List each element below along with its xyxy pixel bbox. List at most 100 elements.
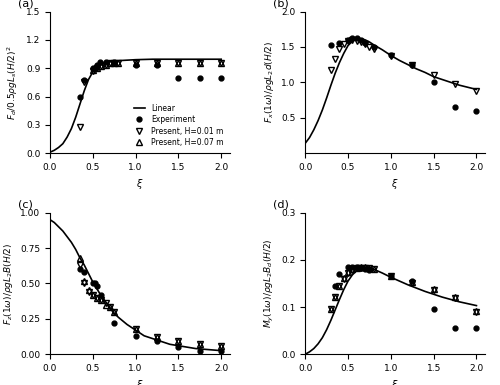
Experiment (474, 326, 480, 331)
Y-axis label: $F_z(1\omega)/\rho gL_2B(H/2)$: $F_z(1\omega)/\rho gL_2B(H/2)$ (2, 242, 15, 325)
Linear (176, 343, 182, 348)
Present, H=0.01 m (98, 298, 104, 303)
Experiment (197, 75, 203, 80)
Linear (52, 220, 58, 225)
Experiment (77, 267, 83, 271)
Experiment (336, 272, 342, 276)
Present, H=0.01 m (94, 66, 100, 70)
Linear (341, 287, 347, 292)
Linear (124, 58, 130, 62)
Present, H=0.01 m (474, 89, 480, 93)
Linear (98, 62, 104, 67)
Experiment (409, 279, 415, 283)
Linear (366, 40, 372, 44)
Linear (370, 267, 376, 271)
Present, H=0.07 m (86, 288, 91, 293)
Experiment (350, 35, 356, 40)
Present, H=0.07 m (452, 294, 458, 299)
Present, H=0.01 m (197, 61, 203, 66)
Present, H=0.07 m (81, 278, 87, 283)
Linear (72, 247, 78, 252)
Experiment (111, 59, 117, 64)
Experiment (358, 266, 364, 270)
Linear (366, 266, 372, 270)
Line: Present, H=0.01 m: Present, H=0.01 m (328, 265, 479, 315)
X-axis label: $\xi$: $\xi$ (392, 378, 399, 385)
Present, H=0.01 m (90, 69, 96, 73)
Linear (430, 292, 436, 296)
Present, H=0.07 m (474, 308, 480, 313)
Experiment (328, 42, 334, 47)
Experiment (362, 267, 368, 271)
Experiment (176, 75, 182, 80)
Linear (77, 256, 83, 260)
Linear (192, 346, 198, 351)
Linear (465, 85, 471, 90)
Present, H=0.07 m (218, 61, 224, 66)
Line: Experiment: Experiment (328, 35, 479, 113)
Linear (132, 57, 138, 62)
Present, H=0.01 m (218, 61, 224, 66)
Present, H=0.01 m (366, 45, 372, 49)
Present, H=0.01 m (197, 342, 203, 346)
Present, H=0.01 m (81, 80, 87, 85)
Present, H=0.07 m (332, 294, 338, 299)
Text: (c): (c) (18, 200, 32, 210)
Experiment (430, 80, 436, 85)
Present, H=0.01 m (336, 47, 342, 51)
Present, H=0.01 m (81, 281, 87, 286)
Present, H=0.01 m (354, 38, 360, 43)
Linear (124, 322, 130, 327)
Linear (396, 279, 402, 283)
Linear (354, 268, 360, 273)
Experiment (197, 348, 203, 353)
Linear (132, 328, 138, 332)
Present, H=0.01 m (358, 40, 364, 44)
Linear (56, 145, 62, 150)
Experiment (370, 45, 376, 49)
Experiment (350, 264, 356, 269)
Linear (107, 59, 113, 64)
Linear (465, 301, 471, 306)
Present, H=0.07 m (341, 275, 347, 280)
Linear (306, 135, 312, 140)
Present, H=0.07 m (77, 256, 83, 260)
Linear (167, 57, 173, 62)
Present, H=0.01 m (358, 266, 364, 270)
Linear (86, 77, 91, 82)
Linear (111, 59, 117, 64)
Line: Linear: Linear (305, 267, 476, 354)
Linear (98, 294, 104, 298)
Linear (324, 95, 330, 100)
Present, H=0.07 m (176, 60, 182, 65)
Present, H=0.07 m (102, 302, 108, 307)
Experiment (218, 75, 224, 80)
Linear (306, 350, 312, 354)
Linear (315, 341, 321, 346)
Line: Present, H=0.07 m: Present, H=0.07 m (77, 255, 224, 348)
Linear (47, 218, 53, 222)
Legend: Linear, Experiment, Present, H=0.01 m, Present, H=0.07 m: Linear, Experiment, Present, H=0.01 m, P… (132, 102, 226, 149)
Text: (d): (d) (273, 200, 289, 210)
Linear (302, 141, 308, 146)
Linear (218, 348, 224, 353)
Linear (388, 53, 394, 58)
Linear (456, 300, 462, 304)
Line: Linear: Linear (50, 59, 221, 152)
Experiment (111, 321, 117, 325)
Present, H=0.07 m (98, 64, 104, 69)
Linear (81, 263, 87, 267)
Text: (b): (b) (273, 0, 288, 9)
Linear (414, 286, 420, 290)
Experiment (94, 284, 100, 288)
Present, H=0.07 m (388, 274, 394, 279)
Experiment (366, 268, 372, 273)
Present, H=0.01 m (328, 67, 334, 72)
Linear (116, 315, 121, 320)
Present, H=0.01 m (107, 61, 113, 66)
Present, H=0.01 m (176, 60, 182, 65)
Present, H=0.01 m (328, 307, 334, 312)
Present, H=0.07 m (132, 326, 138, 331)
Present, H=0.07 m (90, 293, 96, 297)
Present, H=0.07 m (430, 287, 436, 291)
